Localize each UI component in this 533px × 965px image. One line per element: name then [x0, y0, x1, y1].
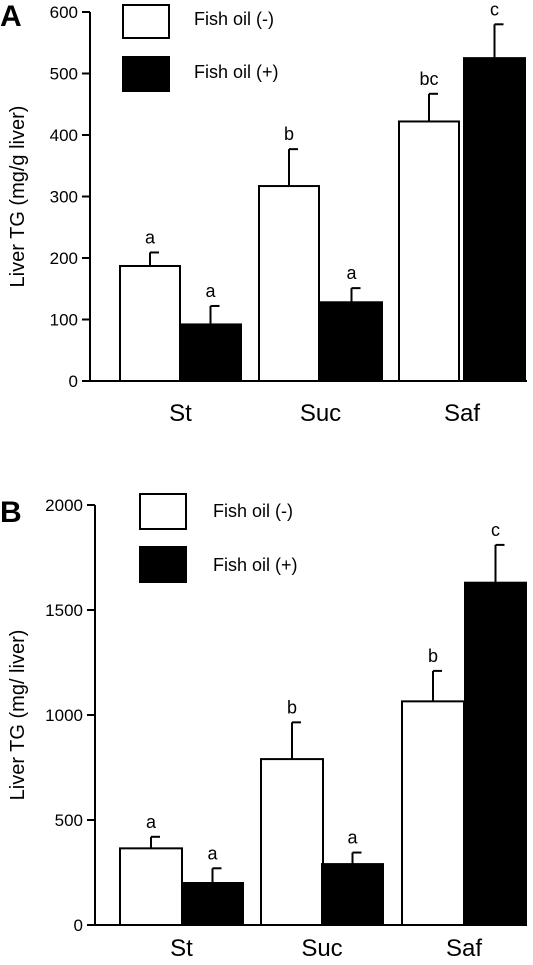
legend-swatch [122, 4, 170, 39]
y-tick-label: 200 [50, 249, 78, 268]
significance-label: a [146, 812, 157, 832]
y-tick-label: 500 [55, 811, 83, 830]
x-category-label: Saf [444, 400, 480, 427]
significance-label: c [490, 0, 499, 19]
bar [463, 57, 526, 382]
bar [119, 847, 183, 926]
x-category-label: St [170, 935, 193, 962]
legend-label: Fish oil (+) [213, 555, 298, 575]
bar [398, 120, 460, 382]
legend-label: Fish oil (-) [194, 9, 274, 29]
bar [181, 882, 244, 926]
y-tick-label: 300 [50, 188, 78, 207]
significance-label: a [145, 227, 156, 247]
legend-swatch [122, 56, 170, 92]
y-tick-label: 500 [50, 65, 78, 84]
y-axis-title: Liver TG (mg/ liver) [7, 630, 29, 801]
y-tick-label: 600 [50, 3, 78, 22]
legend-swatch [139, 493, 187, 530]
x-category-label: Saf [446, 935, 482, 962]
y-tick-label: 0 [69, 372, 78, 391]
x-category-label: Suc [301, 935, 342, 962]
significance-label: a [207, 843, 218, 863]
y-tick-label: 100 [50, 311, 78, 330]
panel-letter: B [0, 496, 22, 529]
y-axis-title: Liver TG (mg/g liver) [7, 106, 29, 288]
y-tick-label: 2000 [45, 496, 83, 515]
bar [258, 185, 320, 382]
y-tick-label: 0 [74, 916, 83, 935]
bar [464, 581, 527, 926]
bar [321, 863, 384, 926]
bar [320, 301, 383, 382]
bar [401, 700, 465, 926]
legend-swatch [139, 546, 187, 583]
legend-label: Fish oil (+) [194, 62, 279, 82]
y-tick-label: 400 [50, 126, 78, 145]
y-tick-label: 1500 [45, 601, 83, 620]
significance-label: b [284, 124, 294, 144]
significance-label: a [347, 828, 358, 848]
bar [119, 264, 181, 382]
panel-letter: A [0, 0, 22, 33]
significance-label: a [346, 263, 357, 283]
y-tick-label: 1000 [45, 706, 83, 725]
significance-label: c [491, 520, 500, 540]
x-category-label: St [169, 400, 192, 427]
bar [179, 323, 242, 383]
legend-label: Fish oil (-) [213, 501, 293, 521]
x-category-label: Suc [300, 400, 341, 427]
significance-label: bc [419, 69, 438, 89]
significance-label: a [205, 281, 216, 301]
bar [260, 758, 324, 926]
significance-label: b [428, 646, 438, 666]
significance-label: b [287, 697, 297, 717]
